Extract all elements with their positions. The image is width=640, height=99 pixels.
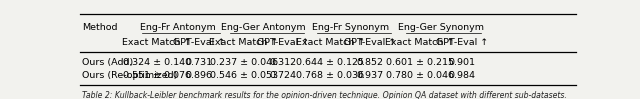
Text: 0.324 ± 0.140: 0.324 ± 0.140 — [123, 58, 191, 67]
Text: Exact Match ↑: Exact Match ↑ — [209, 38, 278, 47]
Text: 0.312: 0.312 — [270, 58, 297, 67]
Text: 0.901: 0.901 — [449, 58, 476, 67]
Text: Exact Match ↑: Exact Match ↑ — [122, 38, 191, 47]
Text: Eng-Fr Synonym: Eng-Fr Synonym — [312, 23, 389, 32]
Text: Ours (Re-optimized): Ours (Re-optimized) — [83, 71, 178, 80]
Text: 0.551 ± 0.076: 0.551 ± 0.076 — [123, 71, 191, 80]
Text: Eng-Ger Synonym: Eng-Ger Synonym — [398, 23, 484, 32]
Text: 0.237 ± 0.046: 0.237 ± 0.046 — [210, 58, 278, 67]
Text: 0.724: 0.724 — [270, 71, 297, 80]
Text: Method: Method — [83, 23, 118, 32]
Text: 0.984: 0.984 — [449, 71, 476, 80]
Text: 0.768 ± 0.036: 0.768 ± 0.036 — [296, 71, 365, 80]
Text: 0.644 ± 0.125: 0.644 ± 0.125 — [296, 58, 365, 67]
Text: 0.852: 0.852 — [356, 58, 383, 67]
Text: GPT-Eval ↑: GPT-Eval ↑ — [436, 38, 488, 47]
Text: Ours (Add): Ours (Add) — [83, 58, 134, 67]
Text: 0.896: 0.896 — [186, 71, 212, 80]
Text: GPT-Eval ↑: GPT-Eval ↑ — [173, 38, 225, 47]
Text: GPT-Eval ↑: GPT-Eval ↑ — [257, 38, 310, 47]
Text: Eng-Ger Antonym: Eng-Ger Antonym — [221, 23, 306, 32]
Text: 0.780 ± 0.046: 0.780 ± 0.046 — [386, 71, 454, 80]
Text: 0.731: 0.731 — [186, 58, 212, 67]
Text: Eng-Fr Antonym: Eng-Fr Antonym — [140, 23, 216, 32]
Text: Table 2: Kullback-Leibler benchmark results for the opinion-driven technique. Op: Table 2: Kullback-Leibler benchmark resu… — [83, 91, 567, 99]
Text: 0.601 ± 0.215: 0.601 ± 0.215 — [386, 58, 454, 67]
Text: 0.937: 0.937 — [356, 71, 384, 80]
Text: 0.546 ± 0.053: 0.546 ± 0.053 — [210, 71, 278, 80]
Text: Exact Match ↑: Exact Match ↑ — [385, 38, 454, 47]
Text: GPT-Eval ↑: GPT-Eval ↑ — [344, 38, 396, 47]
Text: Exact Match ↑: Exact Match ↑ — [296, 38, 365, 47]
